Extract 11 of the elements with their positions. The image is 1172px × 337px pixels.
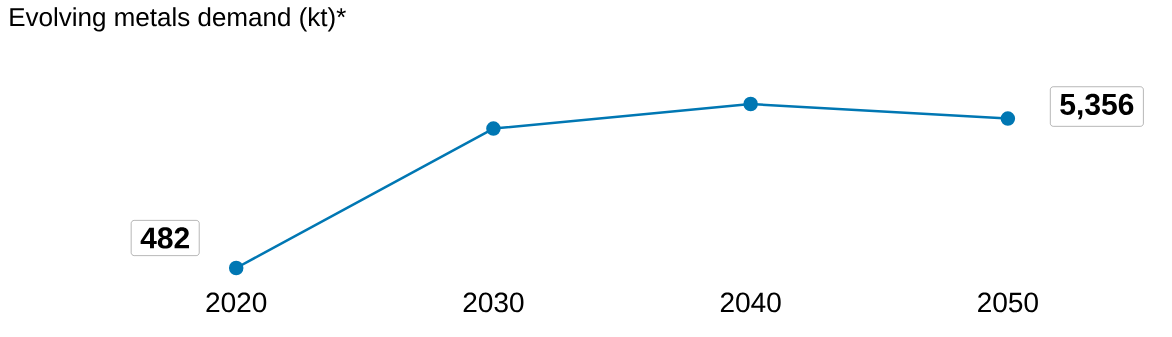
point — [486, 121, 501, 136]
data-label: 5,356 — [1060, 93, 1134, 120]
x-tick-label: 2030 — [463, 292, 524, 313]
chart-title: Evolving metals demand (kt)* — [10, 7, 346, 32]
point — [1000, 111, 1016, 126]
data-label: 482 — [140, 227, 190, 249]
point — [228, 260, 244, 276]
x-tick-label: 2050 — [978, 292, 1038, 313]
x-tick-label: 2020 — [206, 292, 267, 313]
point — [743, 96, 758, 112]
x-tick-label: 2040 — [720, 292, 781, 313]
